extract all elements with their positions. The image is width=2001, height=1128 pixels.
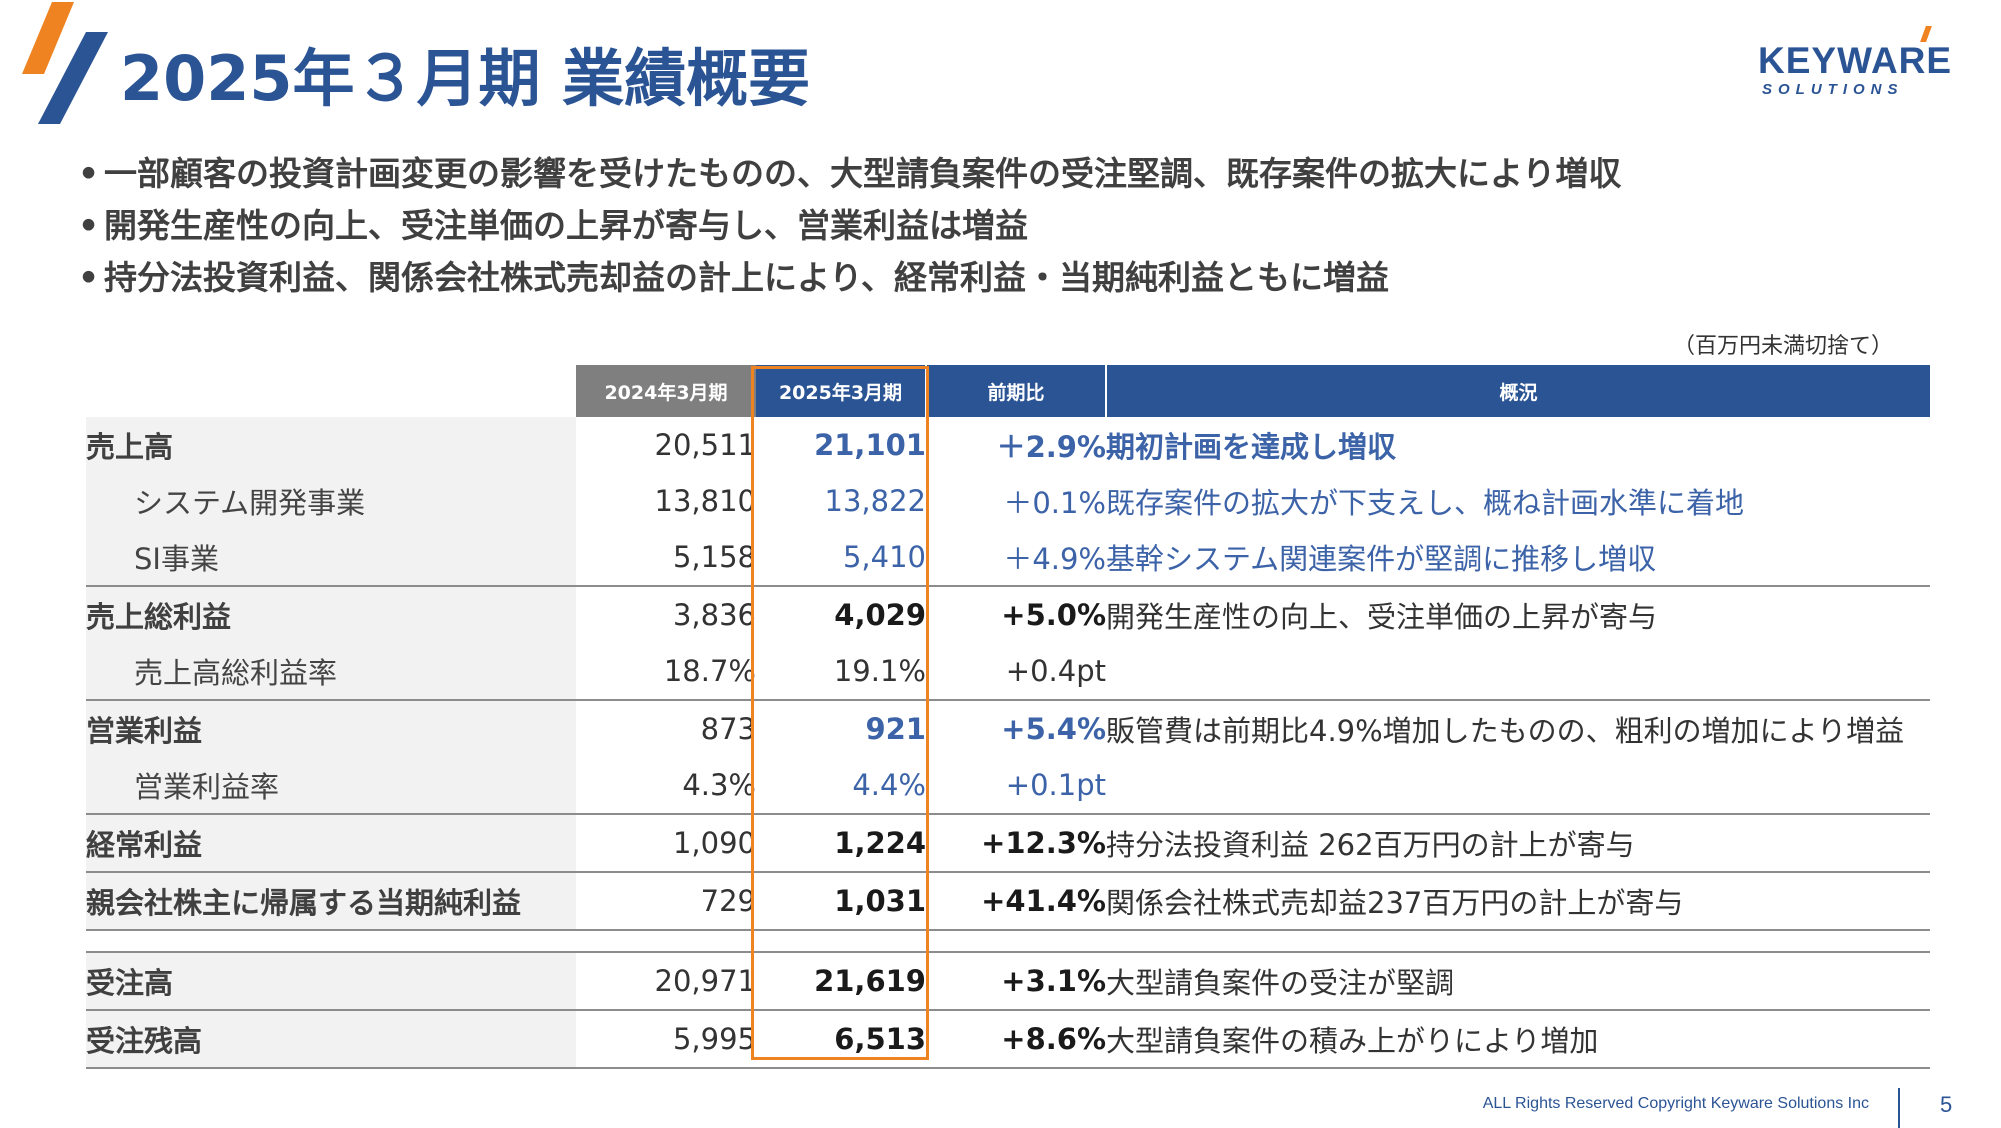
row-label: 受注高 <box>86 951 576 1010</box>
current-value: 1,224 <box>756 813 926 872</box>
current-value: 1,031 <box>756 871 926 931</box>
bullet-marker: • <box>78 206 100 245</box>
summary-text: 持分法投資利益 262百万円の計上が寄与 <box>1106 813 1930 872</box>
table-row: 売上高 20,511 21,101 ＋2.9% 期初計画を達成し増収 <box>86 417 1930 473</box>
summary-text: 大型請負案件の積み上がりにより増加 <box>1106 1009 1930 1069</box>
current-value: 4.4% <box>852 768 926 802</box>
yoy-value: +0.4pt <box>1005 654 1106 688</box>
footer-divider <box>1898 1088 1900 1128</box>
prev-value: 20,511 <box>654 428 756 462</box>
table-row: 受注高 20,971 21,619 +3.1% 大型請負案件の受注が堅調 <box>86 951 1930 1010</box>
yoy-value: +8.6% <box>926 1009 1106 1069</box>
yoy-value: ＋0.1% <box>1003 486 1106 520</box>
row-label: 営業利益 <box>86 699 576 757</box>
current-value: 6,513 <box>756 1009 926 1069</box>
company-logo: KEYWARE SOLUTIONS <box>1758 26 1978 98</box>
current-value: 5,410 <box>842 540 926 574</box>
row-label: 受注残高 <box>86 1009 576 1069</box>
bullet-text: 一部顧客の投資計画変更の影響を受けたものの、大型請負案件の受注堅調、既存案件の拡… <box>104 154 1622 193</box>
prev-value: 3,836 <box>576 585 756 643</box>
table-header-row: 2024年3月期 2025年3月期 前期比 概況 <box>86 365 1930 417</box>
current-value: 4,029 <box>756 585 926 643</box>
table-row: SI事業 5,158 5,410 ＋4.9% 基幹システム関連案件が堅調に推移し… <box>86 529 1930 586</box>
table-row: 受注残高 5,995 6,513 +8.6% 大型請負案件の積み上がりにより増加 <box>86 1009 1930 1069</box>
row-label: 営業利益率 <box>86 757 576 814</box>
summary-text <box>1106 643 1930 700</box>
footer-copyright: ALL Rights Reserved Copyright Keyware So… <box>1482 1095 1869 1112</box>
bullet-item: • 開発生産性の向上、受注単価の上昇が寄与し、営業利益は増益 <box>78 200 1621 252</box>
yoy-value: ＋4.9% <box>1003 542 1106 576</box>
prev-value: 1,090 <box>576 813 756 872</box>
table-row: システム開発事業 13,810 13,822 ＋0.1% 既存案件の拡大が下支え… <box>86 473 1930 529</box>
row-label: 売上高総利益率 <box>86 643 576 700</box>
summary-text: 販管費は前期比4.9%増加したものの、粗利の増加により増益 <box>1106 699 1930 757</box>
yoy-value: +5.0% <box>926 585 1106 643</box>
prev-value: 873 <box>576 699 756 757</box>
prev-value: 20,971 <box>576 951 756 1010</box>
header-blank <box>86 365 576 417</box>
current-value: 13,822 <box>824 484 926 518</box>
row-label: 経常利益 <box>86 813 576 872</box>
bullet-item: • 一部顧客の投資計画変更の影響を受けたものの、大型請負案件の受注堅調、既存案件の… <box>78 148 1621 200</box>
summary-text: 既存案件の拡大が下支えし、概ね計画水準に着地 <box>1106 486 1745 520</box>
yoy-value: +0.1pt <box>1005 768 1106 802</box>
table-row: 営業利益 873 921 +5.4% 販管費は前期比4.9%増加したものの、粗利… <box>86 699 1930 757</box>
prev-value: 18.7% <box>663 654 756 688</box>
prev-value: 4.3% <box>682 768 756 802</box>
financial-summary-table: 2024年3月期 2025年3月期 前期比 概況 売上高 20,511 21,1… <box>86 365 1930 1069</box>
bullet-item: • 持分法投資利益、関係会社株式売却益の計上により、経常利益・当期純利益ともに増益 <box>78 252 1621 304</box>
logo-wordmark: KEYWARE <box>1758 40 1953 81</box>
row-label: 売上高 <box>86 417 576 473</box>
summary-text: 大型請負案件の受注が堅調 <box>1106 951 1930 1010</box>
logo-subtitle: SOLUTIONS <box>1762 81 1904 98</box>
summary-text: 関係会社株式売却益237百万円の計上が寄与 <box>1106 871 1930 931</box>
slide-title: 2025年３月期 業績概要 <box>120 42 811 115</box>
table-row: 経常利益 1,090 1,224 +12.3% 持分法投資利益 262百万円の計… <box>86 813 1930 872</box>
current-value: 21,619 <box>756 951 926 1010</box>
prev-value: 13,810 <box>654 484 756 518</box>
table-row: 売上総利益 3,836 4,029 +5.0% 開発生産性の向上、受注単価の上昇… <box>86 585 1930 643</box>
current-value: 921 <box>756 699 926 757</box>
yoy-value: +5.4% <box>926 699 1106 757</box>
bullet-marker: • <box>78 154 100 193</box>
summary-text: 基幹システム関連案件が堅調に推移し増収 <box>1106 542 1657 576</box>
header-yoy: 前期比 <box>925 365 1106 417</box>
summary-text: 期初計画を達成し増収 <box>1106 430 1397 464</box>
yoy-value: +3.1% <box>926 951 1106 1010</box>
yoy-value: +12.3% <box>926 813 1106 872</box>
yoy-value: +41.4% <box>926 871 1106 931</box>
table-spacer-row <box>86 930 1930 952</box>
row-label: システム開発事業 <box>86 473 576 529</box>
yoy-value: ＋2.9% <box>996 430 1106 464</box>
bullet-text: 持分法投資利益、関係会社株式売却益の計上により、経常利益・当期純利益ともに増益 <box>104 258 1390 297</box>
current-value: 21,101 <box>814 428 926 462</box>
unit-note: （百万円未満切捨て） <box>1672 334 1893 359</box>
current-value: 19.1% <box>833 654 926 688</box>
bullet-marker: • <box>78 258 100 297</box>
prev-value: 5,995 <box>576 1009 756 1069</box>
row-label: 親会社株主に帰属する当期純利益 <box>86 871 576 931</box>
table-row: 親会社株主に帰属する当期純利益 729 1,031 +41.4% 関係会社株式売… <box>86 871 1930 931</box>
header-current-year: 2025年3月期 <box>756 365 926 417</box>
header-summary: 概況 <box>1105 365 1930 417</box>
bullet-text: 開発生産性の向上、受注単価の上昇が寄与し、営業利益は増益 <box>104 206 1028 245</box>
row-label: SI事業 <box>86 529 576 586</box>
row-label: 売上総利益 <box>86 585 576 643</box>
header-prev-year: 2024年3月期 <box>576 365 756 417</box>
summary-text <box>1106 757 1930 814</box>
table-row: 営業利益率 4.3% 4.4% +0.1pt <box>86 757 1930 814</box>
summary-text: 開発生産性の向上、受注単価の上昇が寄与 <box>1106 585 1930 643</box>
prev-value: 729 <box>576 871 756 931</box>
slide-corner-mark <box>22 2 108 124</box>
table-row: 売上高総利益率 18.7% 19.1% +0.4pt <box>86 643 1930 700</box>
prev-value: 5,158 <box>672 540 756 574</box>
page-number: 5 <box>1940 1092 1953 1117</box>
summary-bullets: • 一部顧客の投資計画変更の影響を受けたものの、大型請負案件の受注堅調、既存案件の… <box>78 148 1621 304</box>
